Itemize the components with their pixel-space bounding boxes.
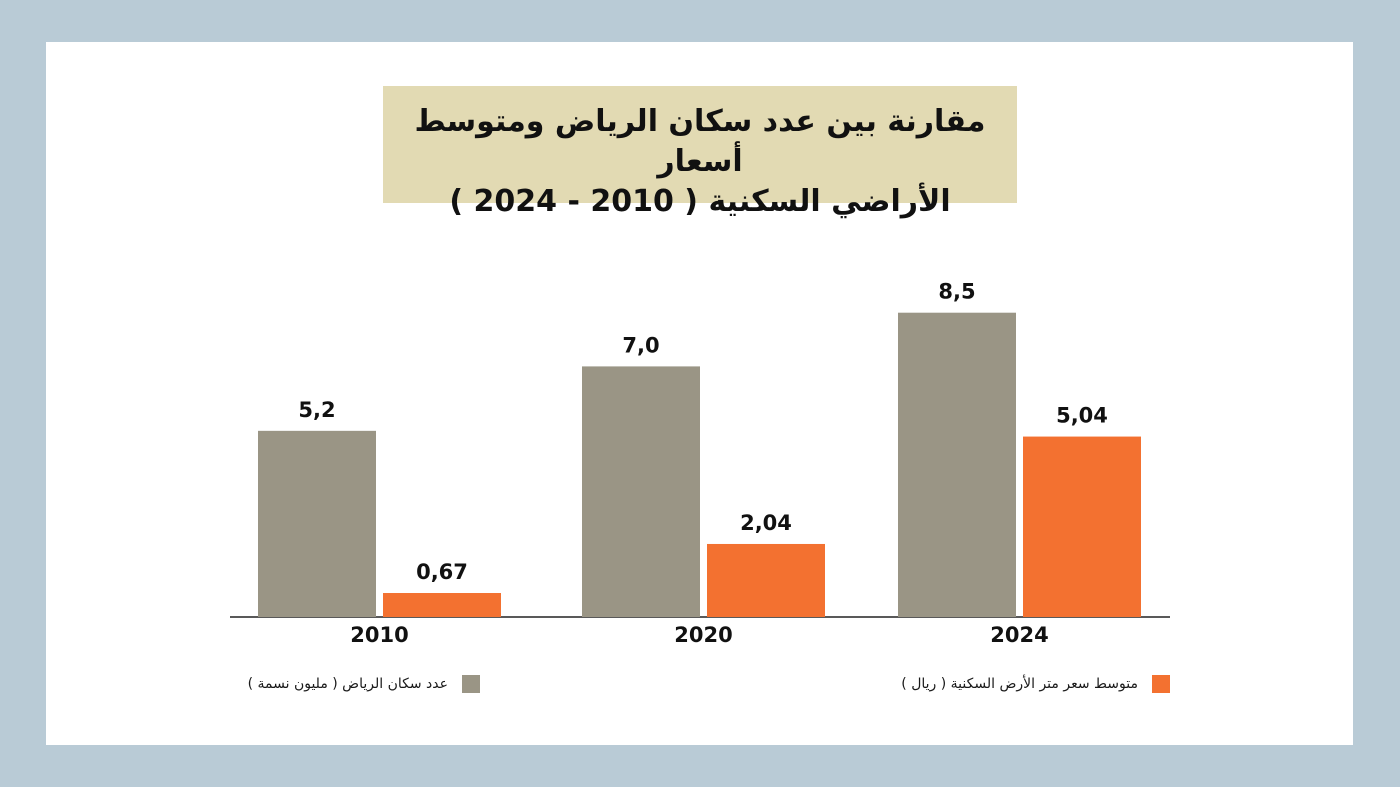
bar-population-2010: [258, 430, 376, 617]
data-label-land-price-2024: 5,04: [1056, 404, 1108, 428]
bar-population-2020: [582, 366, 700, 617]
legend-swatch-population: [462, 675, 480, 693]
chart-title-line-2: الأراضي السكنية ( 2010 - 2024 ): [449, 184, 951, 219]
legend-item-land-price: متوسط سعر متر الأرض السكنية ( ريال ): [890, 674, 1170, 694]
data-label-land-price-2010: 0,67: [416, 560, 468, 584]
legend-label-population: عدد سكان الرياض ( مليون نسمة ): [247, 676, 448, 692]
x-tick-label-2024: 2024: [990, 623, 1048, 647]
x-tick-label-2010: 2010: [350, 623, 408, 647]
data-label-population-2020: 7,0: [622, 333, 659, 357]
data-label-land-price-2020: 2,04: [740, 511, 792, 535]
bar-population-2024: [898, 312, 1016, 617]
x-tick-label-2020: 2020: [674, 623, 732, 647]
legend-swatch-land-price: [1152, 675, 1170, 693]
bar-land-price-2024: [1023, 436, 1141, 617]
legend-item-population: عدد سكان الرياض ( مليون نسمة ): [230, 674, 480, 694]
chart-title-line-1: مقارنة بين عدد سكان الرياض ومتوسط أسعار: [414, 104, 986, 179]
data-label-population-2010: 5,2: [298, 398, 335, 422]
bar-land-price-2020: [707, 543, 825, 617]
data-label-population-2024: 8,5: [938, 280, 975, 304]
chart-title: مقارنة بين عدد سكان الرياض ومتوسط أسعار …: [383, 86, 1017, 219]
legend-label-land-price: متوسط سعر متر الأرض السكنية ( ريال ): [901, 676, 1138, 692]
bar-land-price-2010: [383, 593, 501, 617]
